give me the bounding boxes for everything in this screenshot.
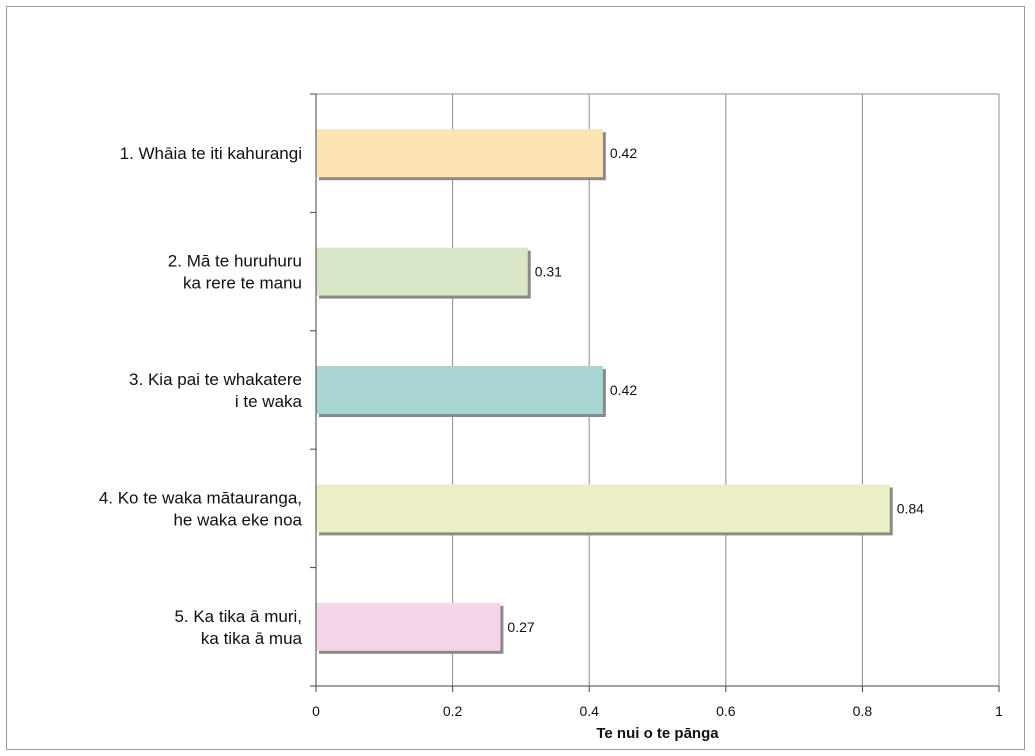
x-tick-label: 0.8 xyxy=(853,703,873,719)
bar xyxy=(316,129,603,178)
bar xyxy=(316,247,528,296)
bar xyxy=(316,484,890,533)
category-label: he waka eke noa xyxy=(173,510,302,529)
category-label: 1. Whāia te iti kahurangi xyxy=(120,144,302,163)
data-label: 0.42 xyxy=(610,145,637,161)
category-label: i te waka xyxy=(235,392,303,411)
category-label: ka tika ā mua xyxy=(201,629,303,648)
data-label: 0.31 xyxy=(535,264,562,280)
category-label: 4. Ko te waka mātauranga, xyxy=(99,488,302,507)
category-label: 3. Kia pai te whakatere xyxy=(129,370,302,389)
x-tick-label: 0.2 xyxy=(443,703,463,719)
gridlines xyxy=(316,93,1000,686)
x-tick-label: 1 xyxy=(995,703,1003,719)
axes xyxy=(310,93,1000,692)
data-label: 0.27 xyxy=(507,619,534,635)
labels: 0 0.2 0.4 0.6 0.8 1 0.42 1. Whāia te iti kahura… xyxy=(99,144,1003,719)
category-label: 2. Mā te huruhuru xyxy=(168,252,302,271)
bars xyxy=(316,129,893,654)
bar xyxy=(316,366,603,414)
data-label: 0.84 xyxy=(897,500,924,516)
x-tick-label: 0 xyxy=(312,703,320,719)
category-label: ka rere te manu xyxy=(183,274,302,293)
x-tick-label: 0.4 xyxy=(579,703,599,719)
x-tick-label: 0.6 xyxy=(716,703,736,719)
category-label: 5. Ka tika ā muri, xyxy=(174,607,302,626)
bar xyxy=(316,602,501,651)
data-label: 0.42 xyxy=(610,382,637,398)
x-axis-title: Te nui o te pānga xyxy=(596,725,719,742)
